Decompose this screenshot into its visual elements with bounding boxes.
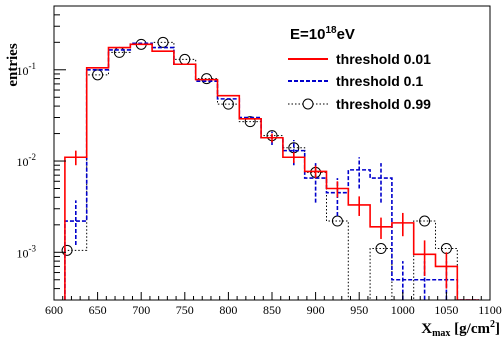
x-tick-label: 650 [89, 303, 107, 317]
x-tick-label: 700 [132, 303, 150, 317]
legend-label: threshold 0.99 [336, 96, 431, 112]
y-axis-title: entries [5, 43, 21, 86]
data-point-marker [61, 244, 73, 256]
x-tick-label: 1000 [391, 303, 415, 317]
data-point-marker [92, 69, 104, 81]
data-point-marker [419, 215, 431, 227]
y-tick-label: 10-3 [17, 243, 37, 260]
x-tick-label: 600 [45, 303, 63, 317]
x-tick-label: 800 [219, 303, 237, 317]
histogram-line [64, 43, 480, 300]
series-threshold-0.01 [64, 43, 480, 300]
x-tick-label: 850 [263, 303, 281, 317]
x-tick-label: 1100 [478, 303, 502, 317]
y-tick-label: 10-1 [17, 61, 37, 78]
legend-label: threshold 0.01 [336, 51, 431, 67]
y-axis: 10-3 10-2 10-1 [17, 5, 66, 301]
legend-label: threshold 0.1 [336, 73, 423, 89]
plot-area [61, 36, 480, 300]
x-tick-label: 1050 [434, 303, 458, 317]
legend-marker [302, 98, 314, 110]
legend: threshold 0.01 threshold 0.1 threshold 0.9… [288, 51, 431, 112]
x-tick-label: 950 [350, 303, 368, 317]
x-tick-label: 900 [307, 303, 325, 317]
legend-title: E=1018eV [290, 25, 355, 43]
histogram-line [64, 42, 480, 300]
data-point-marker [244, 116, 256, 128]
x-tick-label: 750 [176, 303, 194, 317]
y-tick-label: 10-2 [17, 152, 37, 169]
data-point-marker [375, 243, 387, 255]
x-axis: 600 650 700 750 800 850 900 950 1000 1050 1100 [45, 292, 502, 317]
x-axis-title: Xmax [g/cm2] [421, 319, 500, 338]
data-point-marker [157, 36, 169, 48]
data-point-marker [201, 73, 213, 85]
data-point-marker [331, 215, 343, 227]
